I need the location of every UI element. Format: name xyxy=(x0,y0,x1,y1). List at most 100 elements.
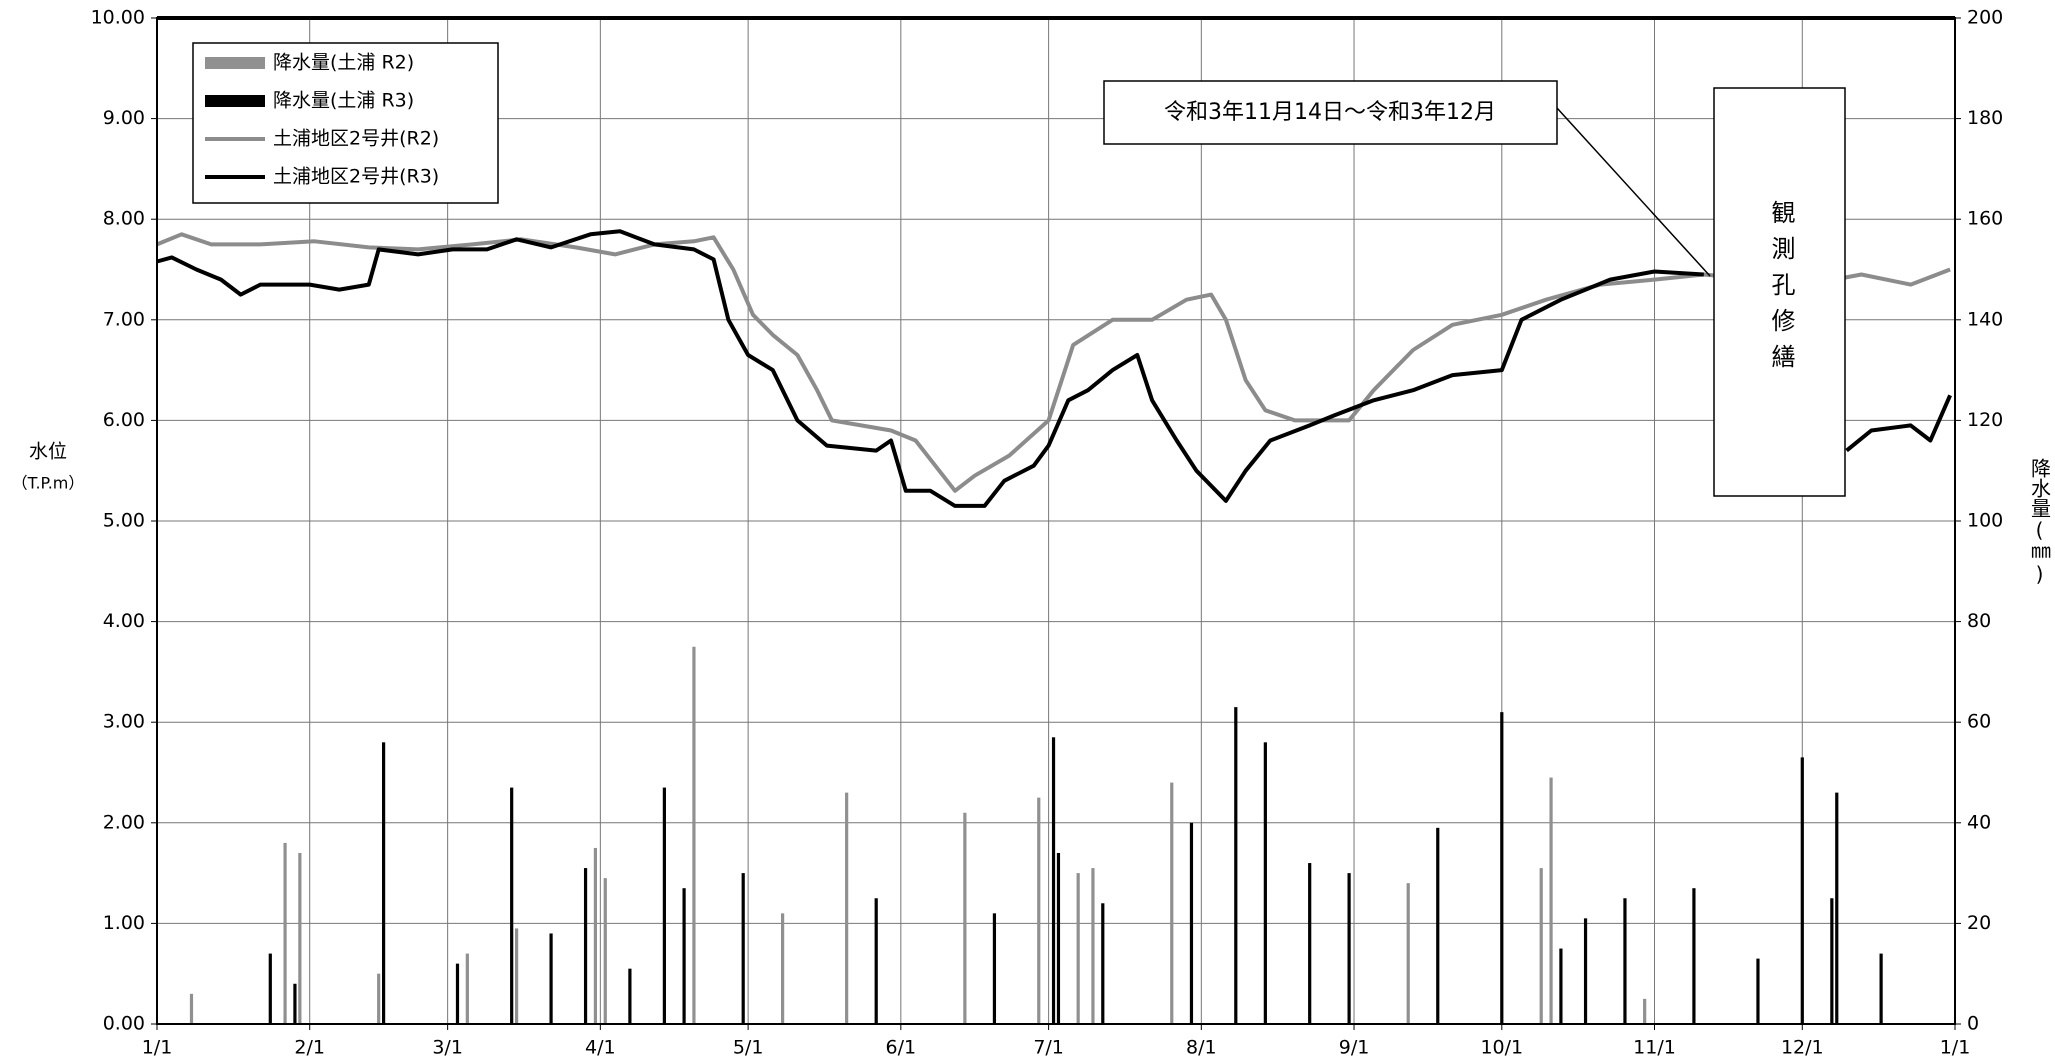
y-tick-label: 1.00 xyxy=(103,912,145,934)
legend-label: 土浦地区2号井(R2) xyxy=(273,128,439,150)
y-tick-label: 8.00 xyxy=(103,208,145,230)
rain-bar xyxy=(1076,873,1080,1024)
repair-label: 観測孔修繕 xyxy=(1767,200,1795,380)
x-tick-label: 1/1 xyxy=(142,1037,173,1059)
rain-bar xyxy=(741,873,745,1024)
rain-bar xyxy=(1800,757,1804,1024)
rain-bar xyxy=(1500,712,1504,1024)
y-tick-label: 2.00 xyxy=(103,811,145,833)
y2-tick-label: 120 xyxy=(1967,409,2003,431)
y2-tick-label: 80 xyxy=(1967,610,1991,632)
water-level-line xyxy=(156,229,1952,508)
rain-bar xyxy=(1623,898,1627,1024)
rain-bar xyxy=(189,993,194,1024)
rain-bar xyxy=(1879,953,1883,1024)
rain-bar xyxy=(1263,742,1267,1024)
legend-label: 土浦地区2号井(R3) xyxy=(273,166,439,188)
rain-bar xyxy=(1692,888,1696,1024)
y-tick-label: 6.00 xyxy=(103,409,145,431)
rain-bar xyxy=(1234,707,1238,1024)
x-tick-label: 12/1 xyxy=(1781,1037,1824,1059)
rain-bar xyxy=(1559,948,1563,1024)
y2-tick-label: 60 xyxy=(1967,711,1991,733)
rain-bar xyxy=(593,847,598,1024)
x-tick-label: 1/1 xyxy=(1940,1037,1971,1059)
rain-bar xyxy=(1835,792,1839,1024)
rain-bar xyxy=(781,913,785,1024)
marks xyxy=(156,229,1952,1024)
rain-bar xyxy=(377,973,381,1024)
rain-bar xyxy=(1170,782,1174,1024)
y-tick-label: 0.00 xyxy=(103,1013,145,1035)
rain-bar xyxy=(549,933,553,1024)
rain-bar xyxy=(874,898,878,1024)
rain-bar xyxy=(515,928,519,1024)
rain-bar xyxy=(1308,863,1312,1024)
x-tick-label: 7/1 xyxy=(1033,1037,1064,1059)
y-tick-label: 7.00 xyxy=(103,308,145,330)
rain-bar xyxy=(283,842,287,1024)
x-tick-label: 2/1 xyxy=(294,1037,325,1059)
y-tick-label: 4.00 xyxy=(103,610,145,632)
annotation-box xyxy=(1103,80,1558,145)
y-tick-label: 10.00 xyxy=(91,7,145,29)
rain-bar xyxy=(510,787,514,1024)
y2-tick-label: 200 xyxy=(1967,7,2003,29)
annotation: 令和3年11月14日～令和3年12月 xyxy=(1164,100,1496,125)
legend-label: 降水量(土浦 R3) xyxy=(273,90,414,112)
x-tick-label: 11/1 xyxy=(1633,1037,1676,1059)
rain-bar xyxy=(1583,918,1588,1024)
rain-bar xyxy=(1037,797,1041,1024)
x-tick-label: 6/1 xyxy=(886,1037,917,1059)
x-tick-label: 4/1 xyxy=(585,1037,616,1059)
y2-tick-label: 0 xyxy=(1967,1013,1979,1035)
x-tick-label: 5/1 xyxy=(733,1037,764,1059)
legend-swatch xyxy=(205,95,265,107)
x-tick-label: 3/1 xyxy=(432,1037,463,1059)
y-axis-label: 水位 xyxy=(29,441,67,463)
rain-bar xyxy=(1101,903,1105,1024)
rain-bar xyxy=(845,792,849,1024)
rain-bar xyxy=(1189,822,1194,1024)
rain-bar xyxy=(1549,777,1553,1024)
y-axis-unit: （T.P.m） xyxy=(12,474,85,493)
rain-bar xyxy=(1756,958,1760,1024)
y2-axis-label: 降水量(㎜) xyxy=(2028,458,2052,586)
rain-bar xyxy=(963,812,967,1024)
leader-line xyxy=(1556,107,1711,277)
rain-bar xyxy=(1091,868,1095,1024)
y2-tick-label: 20 xyxy=(1967,912,1991,934)
rain-bar xyxy=(1406,883,1410,1024)
y-tick-label: 3.00 xyxy=(103,711,145,733)
x-tick-label: 9/1 xyxy=(1339,1037,1370,1059)
y-tick-label: 9.00 xyxy=(103,107,145,129)
rain-bar xyxy=(455,963,460,1024)
rain-bar xyxy=(298,852,302,1024)
y2-tick-label: 180 xyxy=(1967,107,2003,129)
rain-bar xyxy=(603,878,607,1024)
rain-bar xyxy=(662,787,666,1024)
rain-bar xyxy=(992,913,997,1024)
rain-bar xyxy=(1051,737,1056,1024)
rain-bar xyxy=(268,953,272,1024)
y2-tick-label: 100 xyxy=(1967,510,2003,532)
y2-tick-label: 40 xyxy=(1967,811,1991,833)
rain-bar xyxy=(1539,868,1543,1024)
rain-bar xyxy=(628,968,632,1024)
rain-bar xyxy=(1347,873,1351,1024)
x-tick-label: 10/1 xyxy=(1480,1037,1523,1059)
rain-bar xyxy=(692,646,696,1024)
repair-box xyxy=(1713,87,1846,497)
rain-bar xyxy=(293,983,297,1024)
rain-bar xyxy=(1830,898,1834,1024)
legend-label: 降水量(土浦 R2) xyxy=(273,52,414,74)
y-tick-label: 5.00 xyxy=(103,510,145,532)
rain-bar xyxy=(1056,852,1061,1024)
rain-bar xyxy=(583,868,588,1024)
y2-tick-label: 160 xyxy=(1967,208,2003,230)
rain-bar xyxy=(381,742,386,1024)
x-tick-label: 8/1 xyxy=(1186,1037,1217,1059)
rain-bar xyxy=(1436,827,1440,1024)
rain-bar xyxy=(465,953,469,1024)
